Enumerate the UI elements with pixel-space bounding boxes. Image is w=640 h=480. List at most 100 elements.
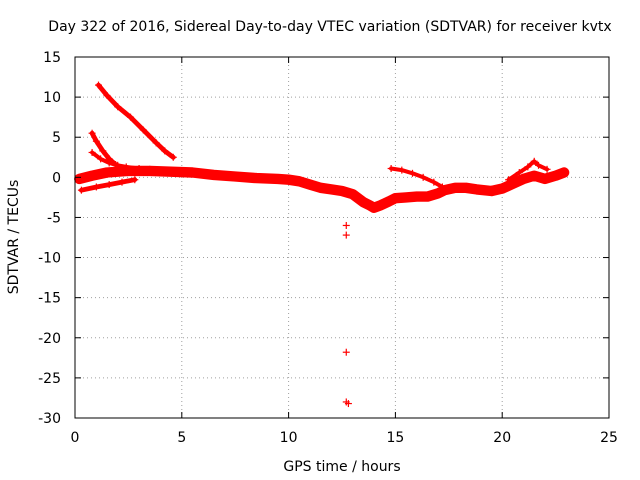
data-point bbox=[306, 181, 314, 189]
data-point bbox=[385, 197, 393, 205]
x-tick-label: 5 bbox=[177, 430, 186, 446]
data-point bbox=[552, 172, 560, 180]
y-axis-label: SDTVAR / TECUs bbox=[6, 180, 22, 295]
data-point bbox=[127, 113, 135, 121]
data-point bbox=[408, 169, 416, 177]
data-point bbox=[488, 187, 496, 195]
grid-layer bbox=[75, 57, 609, 418]
data-point bbox=[152, 139, 160, 147]
data-point bbox=[88, 148, 96, 156]
data-point bbox=[295, 177, 303, 185]
data-point bbox=[359, 198, 367, 206]
data-point bbox=[413, 193, 421, 201]
series-layer bbox=[74, 81, 570, 408]
data-point bbox=[131, 176, 139, 184]
x-tick-label: 0 bbox=[71, 430, 80, 446]
data-point bbox=[509, 180, 517, 188]
data-point bbox=[451, 184, 459, 192]
data-series-band bbox=[96, 82, 176, 160]
data-point bbox=[327, 185, 335, 193]
x-tick-label: 20 bbox=[493, 430, 511, 446]
y-tick-label: -30 bbox=[38, 411, 61, 427]
y-tick-label: 10 bbox=[43, 90, 61, 106]
data-point bbox=[317, 184, 325, 192]
data-point bbox=[274, 175, 282, 183]
data-point bbox=[169, 153, 177, 161]
data-point bbox=[423, 193, 431, 201]
data-point bbox=[530, 172, 538, 180]
data-point bbox=[92, 183, 100, 191]
data-point bbox=[105, 159, 113, 167]
y-tick-label: -10 bbox=[38, 251, 61, 267]
data-point bbox=[285, 176, 293, 184]
data-point bbox=[344, 400, 352, 408]
data-point bbox=[391, 194, 399, 202]
data-point bbox=[342, 221, 350, 229]
data-point bbox=[92, 137, 100, 145]
data-point bbox=[370, 204, 378, 212]
x-axis-label: GPS time / hours bbox=[283, 459, 400, 475]
data-point bbox=[103, 169, 111, 177]
data-point bbox=[438, 183, 446, 191]
plot-frame bbox=[74, 56, 610, 419]
data-point bbox=[188, 169, 196, 177]
tick-layer: 0 5 10 15 20 25 15 10 5 0 -5 -10 -15 -20 -25 -30 bbox=[38, 50, 618, 446]
data-point bbox=[560, 169, 568, 177]
data-point bbox=[114, 103, 122, 111]
data-point bbox=[366, 201, 374, 209]
y-tick-label: -5 bbox=[47, 210, 61, 226]
data-point bbox=[99, 147, 107, 155]
data-point bbox=[543, 165, 551, 173]
data-point bbox=[462, 184, 470, 192]
data-series-band bbox=[74, 165, 570, 213]
data-point bbox=[515, 169, 523, 177]
data-point bbox=[88, 129, 96, 137]
data-point bbox=[402, 193, 410, 201]
y-tick-label: 5 bbox=[52, 130, 61, 146]
data-point bbox=[387, 165, 395, 173]
y-tick-label: 15 bbox=[43, 50, 61, 66]
data-point bbox=[338, 187, 346, 195]
data-point bbox=[118, 178, 126, 186]
data-point bbox=[88, 172, 96, 180]
data-point bbox=[430, 178, 438, 186]
data-point bbox=[398, 166, 406, 174]
data-point bbox=[524, 163, 532, 171]
data-point bbox=[434, 189, 442, 197]
data-point bbox=[349, 190, 357, 198]
x-tick-label: 15 bbox=[386, 430, 404, 446]
data-point bbox=[541, 175, 549, 183]
data-series-band bbox=[389, 166, 445, 189]
data-point bbox=[520, 175, 528, 183]
data-series-band bbox=[506, 159, 550, 182]
data-point bbox=[473, 185, 481, 193]
data-point bbox=[103, 92, 111, 100]
data-point bbox=[94, 81, 102, 89]
x-tick-label: 25 bbox=[600, 430, 618, 446]
data-point bbox=[167, 168, 175, 176]
data-point bbox=[376, 201, 384, 209]
data-point bbox=[535, 161, 543, 169]
data-point bbox=[342, 231, 350, 239]
data-point bbox=[505, 176, 513, 184]
data-point bbox=[530, 157, 538, 165]
y-tick-label: -20 bbox=[38, 331, 61, 347]
data-point bbox=[161, 147, 169, 155]
data-point bbox=[342, 348, 350, 356]
data-point bbox=[498, 185, 506, 193]
x-tick-label: 10 bbox=[280, 430, 298, 446]
data-point bbox=[75, 175, 83, 183]
y-tick-label: -15 bbox=[38, 291, 61, 307]
data-point bbox=[231, 173, 239, 181]
data-point bbox=[253, 174, 261, 182]
data-point bbox=[419, 173, 427, 181]
data-point bbox=[124, 167, 132, 175]
y-tick-label: -25 bbox=[38, 371, 61, 387]
data-point bbox=[105, 181, 113, 189]
data-point bbox=[139, 126, 147, 134]
data-point bbox=[97, 155, 105, 163]
y-tick-label: 0 bbox=[52, 170, 61, 186]
data-point bbox=[77, 186, 85, 194]
data-point bbox=[210, 171, 218, 179]
